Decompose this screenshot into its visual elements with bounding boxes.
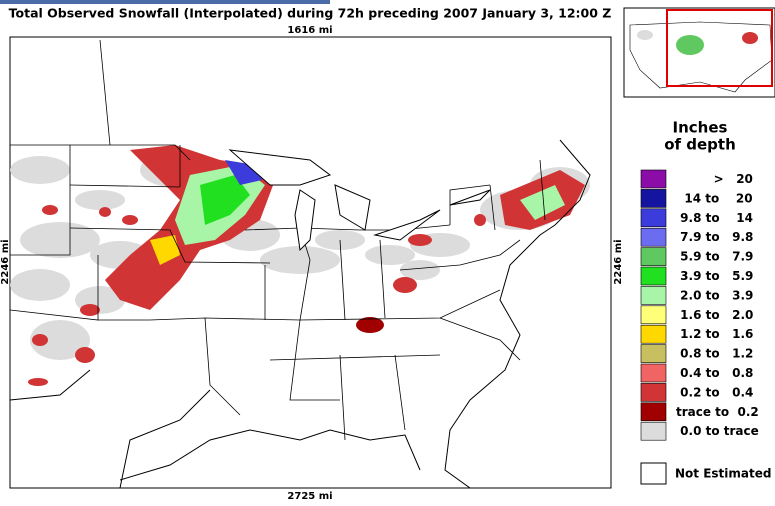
window-bar xyxy=(0,0,330,4)
legend-swatch xyxy=(640,383,667,402)
legend-swatch xyxy=(640,305,667,325)
inset-snow xyxy=(742,32,758,44)
legend-label: 1.6 to 2.0 xyxy=(676,308,753,322)
legend-swatch xyxy=(640,189,667,208)
snow-areas xyxy=(28,145,585,386)
not-estimated-swatch xyxy=(640,462,667,485)
top-distance: 1616 mi xyxy=(287,25,332,36)
legend-label: 0.8 to 1.2 xyxy=(676,347,753,361)
coastline xyxy=(10,139,591,488)
legend-label: 0.0 to trace xyxy=(676,424,759,438)
legend-swatch xyxy=(640,208,667,228)
bottom-distance: 2725 mi xyxy=(287,491,332,502)
legend-label: 9.8 to 14 xyxy=(676,211,753,225)
legend-swatch xyxy=(640,247,667,266)
legend-swatch xyxy=(640,266,667,286)
legend-swatch xyxy=(640,169,667,189)
right-distance: 2246 mi xyxy=(613,239,624,284)
legend-label: 0.2 to 0.4 xyxy=(676,385,753,399)
title: Total Observed Snowfall (Interpolated) d… xyxy=(9,6,612,21)
not-estimated-label: Not Estimated xyxy=(675,467,771,481)
legend-swatch xyxy=(640,402,667,422)
legend-label: > 20 xyxy=(676,172,753,186)
legend-label: 5.9 to 7.9 xyxy=(676,250,753,264)
borders xyxy=(10,39,546,441)
legend-label: 14 to 20 xyxy=(676,191,753,205)
legend-swatch xyxy=(640,286,667,305)
legend-swatch xyxy=(640,363,667,383)
legend-swatch xyxy=(640,344,667,363)
legend-title: of depth xyxy=(664,136,736,154)
inset-outline xyxy=(629,21,773,93)
legend-title: Inches xyxy=(673,119,728,137)
inset-viewport xyxy=(666,9,773,87)
legend-label: 0.4 to 0.8 xyxy=(676,366,753,380)
inset-snow xyxy=(637,30,653,40)
legend-swatch xyxy=(640,421,667,441)
legend-label: 1.2 to 1.6 xyxy=(676,327,753,341)
legend-swatch xyxy=(640,324,667,344)
legend: Inches of depth Not Estimated > 20 14 to… xyxy=(640,119,771,485)
left-distance: 2246 mi xyxy=(0,239,11,284)
legend-label: 3.9 to 5.9 xyxy=(676,269,753,283)
legend-label: trace to 0.2 xyxy=(676,405,759,419)
inset-map xyxy=(623,7,775,98)
legend-swatch xyxy=(640,227,667,247)
legend-label: 7.9 to 9.8 xyxy=(676,230,753,244)
main-map xyxy=(9,36,612,489)
inset-snow xyxy=(676,35,704,55)
legend-label: 2.0 to 3.9 xyxy=(676,288,753,302)
